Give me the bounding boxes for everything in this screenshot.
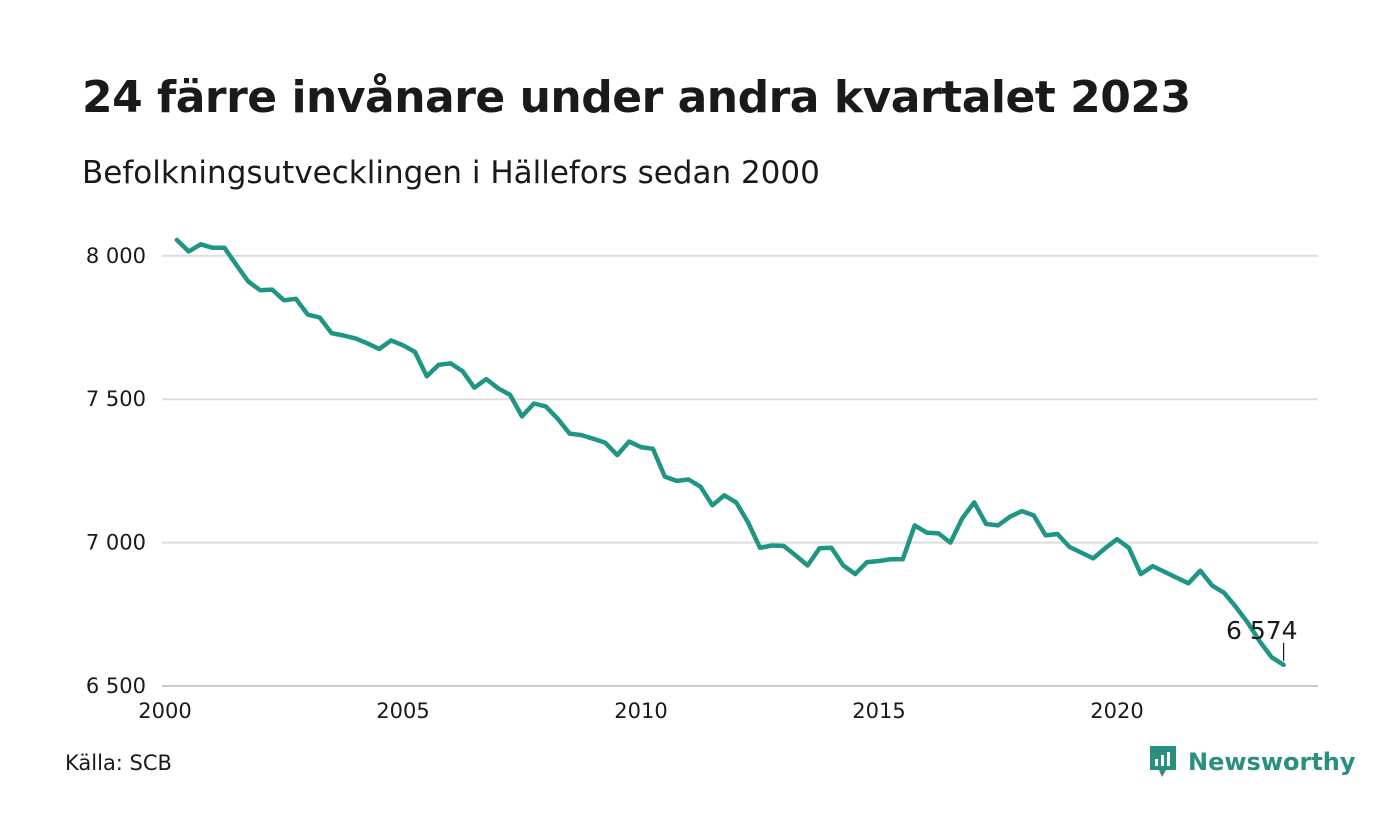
newsworthy-logo: Newsworthy <box>1148 744 1356 780</box>
chart-subtitle: Befolkningsutvecklingen i Hällefors seda… <box>82 155 820 191</box>
y-tick-label-6500: 6 500 <box>86 674 146 698</box>
chart-title: 24 färre invånare under andra kvartalet … <box>82 72 1191 123</box>
y-tick-label-8000: 8 000 <box>86 244 146 268</box>
x-tick-label-2005: 2005 <box>376 699 429 723</box>
series-line-0 <box>174 237 1286 668</box>
x-tick-label-2020: 2020 <box>1090 699 1143 723</box>
y-tick-label-7500: 7 500 <box>86 387 146 411</box>
chat-bubble-bar-chart-icon <box>1150 746 1176 777</box>
grid-lines <box>162 254 1318 687</box>
source-note: Källa: SCB <box>65 751 172 775</box>
series-layer: 6 574 <box>174 237 1298 668</box>
axis-ticks: 6 500 7 000 7 500 8 000 2000 2005 2010 2015 2020 <box>86 244 1144 723</box>
end-value-label: 6 574 <box>1226 616 1298 645</box>
y-tick-label-7000: 7 000 <box>86 531 146 555</box>
brand-name: Newsworthy <box>1188 748 1356 776</box>
x-tick-label-2000: 2000 <box>138 699 191 723</box>
x-tick-label-2010: 2010 <box>614 699 667 723</box>
x-tick-label-2015: 2015 <box>852 699 905 723</box>
